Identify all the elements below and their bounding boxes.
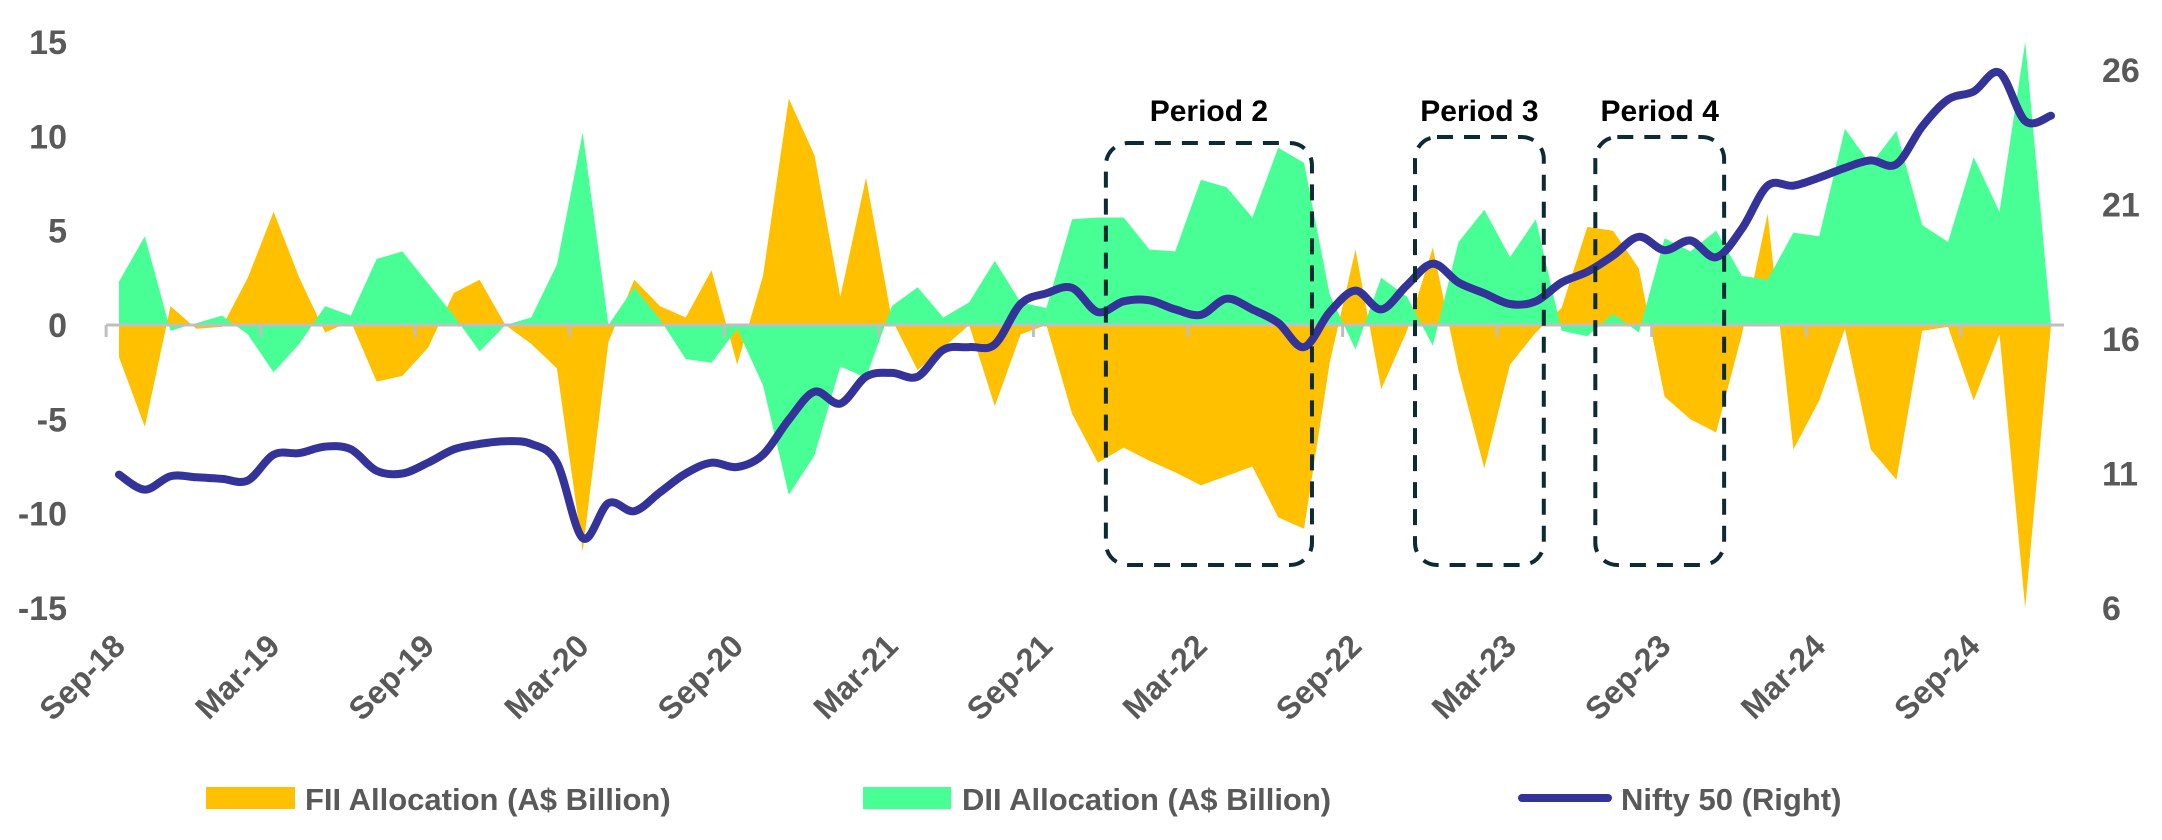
legend-swatch-fii (206, 787, 295, 809)
y-left-tick-label: 5 (48, 213, 67, 251)
y-left-tick-label: -5 (37, 401, 67, 439)
x-tick-label: Sep-20 (651, 627, 751, 727)
period-label: Period 3 (1420, 95, 1538, 128)
x-axis (104, 323, 2064, 337)
x-tick-label: Sep-21 (960, 627, 1060, 727)
x-tick-label: Sep-24 (1887, 627, 1987, 727)
x-tick-label: Sep-23 (1578, 627, 1678, 727)
y-left-tick-label: 0 (48, 307, 67, 345)
x-tick-label: Mar-23 (1425, 627, 1523, 725)
y-axis-left: 15 10 5 0 -5 -10 -15 (18, 24, 67, 628)
legend-item-fii: FII Allocation (A$ Billion) (206, 782, 671, 817)
legend-item-dii: DII Allocation (A$ Billion) (863, 782, 1331, 817)
y-axis-right: 26 21 16 11 6 (2102, 52, 2140, 628)
y-right-tick-label: 11 (2102, 456, 2138, 494)
legend-item-nifty: Nifty 50 (Right) (1518, 782, 1841, 817)
legend-swatch-dii (863, 787, 951, 809)
line-layer (115, 68, 2055, 543)
x-tick-label: Sep-19 (341, 627, 441, 727)
period-box (1593, 135, 1727, 567)
area-layer (119, 42, 2051, 608)
x-tick-label: Mar-20 (497, 627, 595, 725)
y-right-tick-label: 26 (2102, 52, 2140, 90)
x-tick-label: Mar-22 (1115, 627, 1213, 725)
y-left-tick-label: -10 (18, 496, 67, 534)
period-label: Period 2 (1150, 95, 1268, 128)
period-annotations: Period 2 Period 3 Period 4 (1103, 95, 1727, 567)
period-label: Period 4 (1601, 95, 1720, 128)
x-tick-label: Sep-22 (1269, 627, 1369, 727)
legend-label-nifty: Nifty 50 (Right) (1621, 782, 1841, 817)
y-right-tick-label: 16 (2102, 321, 2140, 359)
x-tick-label: Mar-19 (188, 627, 286, 725)
legend-label-fii: FII Allocation (A$ Billion) (305, 782, 671, 817)
y-left-tick-label: 10 (29, 118, 67, 156)
x-tick-label: Mar-21 (806, 627, 904, 725)
area-dii (119, 42, 2051, 495)
x-tick-label: Sep-18 (32, 627, 132, 727)
period-box (1413, 135, 1546, 567)
area-fii (119, 98, 2051, 608)
y-left-tick-label: -15 (18, 590, 67, 628)
y-right-tick-label: 21 (2102, 187, 2140, 225)
legend-label-dii: DII Allocation (A$ Billion) (962, 782, 1331, 817)
x-tick-labels: Sep-18 Mar-19 Sep-19 Mar-20 Sep-20 Mar-21 Sep-… (32, 627, 1987, 727)
y-right-tick-label: 6 (2102, 590, 2121, 628)
legend: FII Allocation (A$ Billion) DII Allocatio… (206, 782, 1841, 817)
period-box (1103, 141, 1314, 567)
y-left-tick-label: 15 (29, 24, 67, 62)
x-tick-label: Mar-24 (1734, 627, 1833, 726)
nifty-line (115, 68, 2055, 543)
